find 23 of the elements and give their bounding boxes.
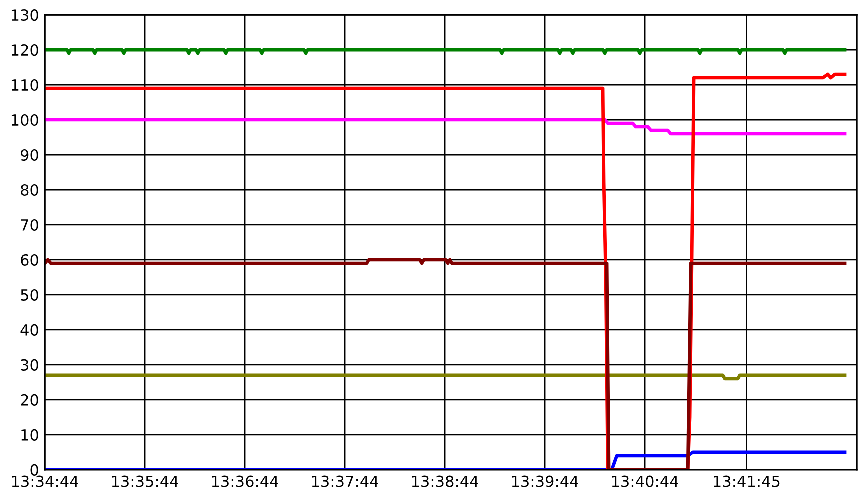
- y-tick-label: 80: [21, 184, 38, 196]
- y-tick-label: 20: [21, 394, 38, 406]
- y-tick-label: 110: [12, 79, 38, 92]
- x-tick-label: 13:36:44: [212, 476, 278, 488]
- y-tick-label: 120: [12, 44, 38, 56]
- y-tick-label: 60: [21, 254, 38, 266]
- y-tick-label: 90: [20, 149, 38, 162]
- y-tick-label: 10: [22, 429, 38, 441]
- y-tick-label: 30: [21, 359, 38, 371]
- y-tick-label: 130: [12, 9, 38, 22]
- line-series: [45, 118, 847, 136]
- y-tick-label: 50: [21, 289, 38, 301]
- y-tick-label: 0: [30, 464, 38, 476]
- x-tick-label: 13:34:44: [12, 476, 78, 488]
- x-tick-label: 13:40:44: [612, 476, 678, 488]
- x-tick-label: 13:39:44: [512, 476, 578, 488]
- y-tick-label: 70: [21, 219, 38, 232]
- x-tick-label: 13:37:44: [312, 476, 378, 488]
- y-tick-label: 40: [20, 324, 38, 336]
- x-tick-label: 13:35:44: [112, 476, 178, 488]
- x-tick-label: 13:41:45: [714, 476, 780, 488]
- y-tick-label: 100: [12, 114, 38, 126]
- x-tick-label: 13:38:44: [412, 476, 478, 488]
